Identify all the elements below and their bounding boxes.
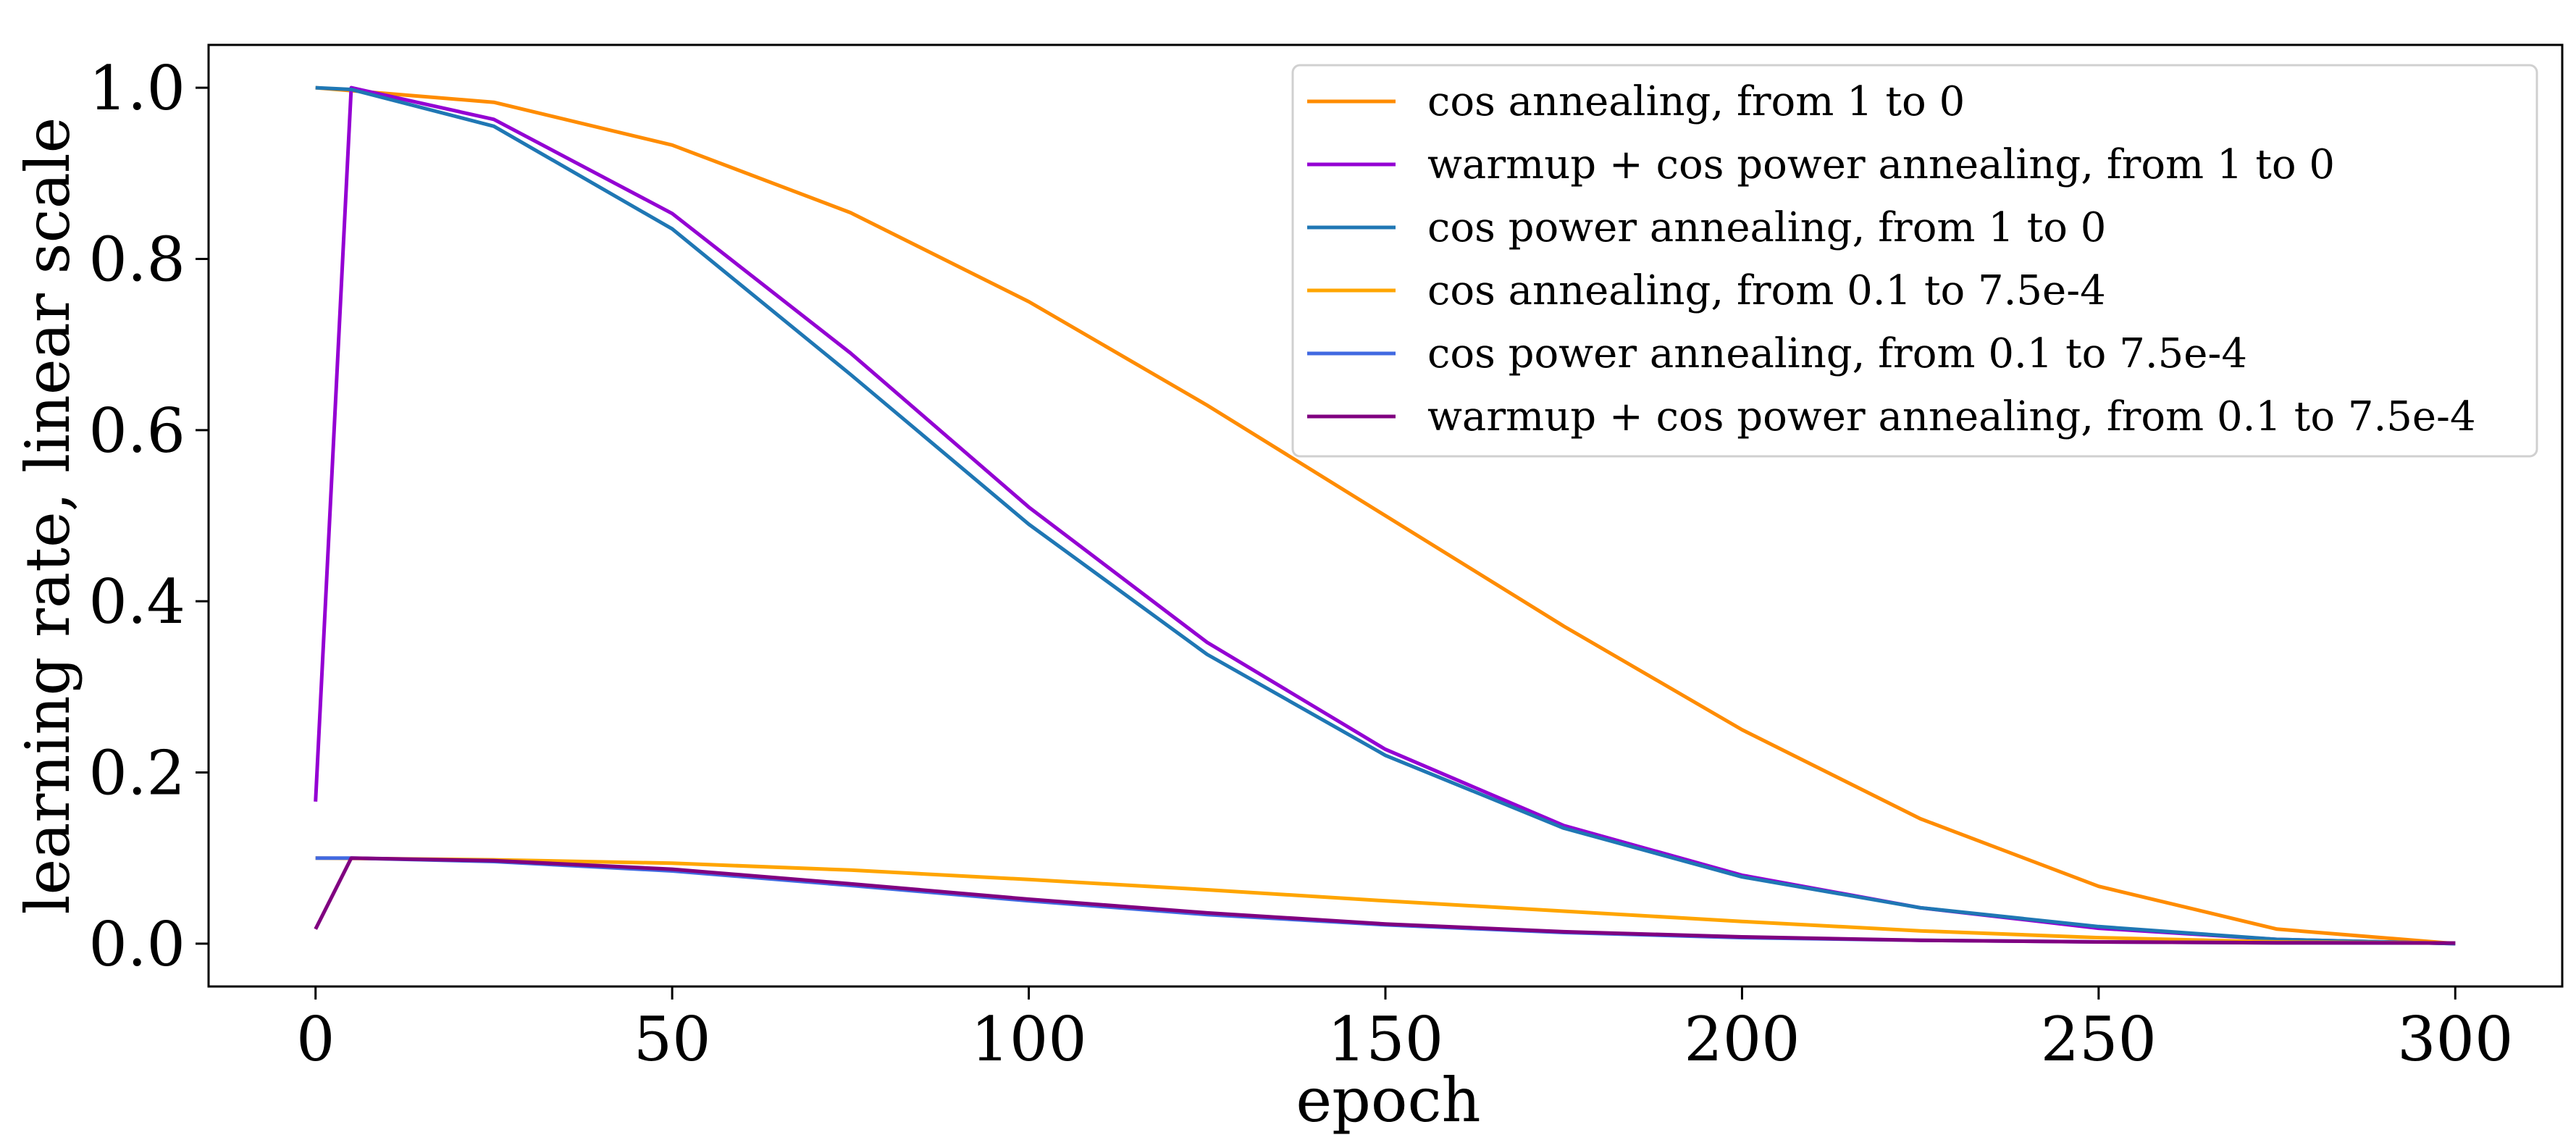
x-tick-label: 100: [970, 1004, 1086, 1075]
y-tick-label: 0.0: [88, 909, 185, 980]
y-axis-label: learning rate, linear scale: [12, 117, 83, 915]
legend: cos annealing, from 1 to 0 warmup + cos p…: [1291, 64, 2538, 458]
y-tick-label: 1.0: [88, 53, 185, 124]
x-tick-label: 150: [1327, 1004, 1443, 1075]
legend-label-1: cos annealing, from 1 to 0: [1427, 78, 1965, 125]
legend-label-6: warmup + cos power annealing, from 0.1 t…: [1427, 393, 2476, 440]
series-line-4: [315, 856, 2456, 945]
x-tick-label: 250: [2041, 1004, 2157, 1075]
y-tick-label: 0.4: [88, 566, 185, 637]
y-tick-label: 0.6: [88, 395, 185, 466]
legend-label-5: cos power annealing, from 0.1 to 7.5e-4: [1427, 330, 2247, 377]
legend-box: [1291, 64, 2538, 458]
ticks-layer: 0 50 100 150 200 250 300 0.0 0.2 0.4 0.6 0.8 1.0: [88, 53, 2513, 1075]
legend-label-2: warmup + cos power annealing, from 1 to …: [1427, 141, 2335, 188]
x-tick-label: 0: [296, 1004, 335, 1075]
x-axis-label: epoch: [1296, 1065, 1480, 1136]
x-tick-label: 300: [2397, 1004, 2513, 1075]
series-line-1: [315, 85, 2456, 946]
series-line-6: [314, 856, 2456, 945]
y-tick-label: 0.8: [88, 224, 185, 295]
series-layer: [314, 85, 2456, 946]
legend-label-3: cos power annealing, from 1 to 0: [1427, 204, 2106, 251]
legend-label-4: cos annealing, from 0.1 to 7.5e-4: [1427, 267, 2106, 314]
series-line-3: [315, 85, 2456, 946]
y-tick-label: 0.2: [88, 738, 185, 809]
x-tick-label: 50: [634, 1004, 711, 1075]
x-tick-label: 200: [1684, 1004, 1800, 1075]
